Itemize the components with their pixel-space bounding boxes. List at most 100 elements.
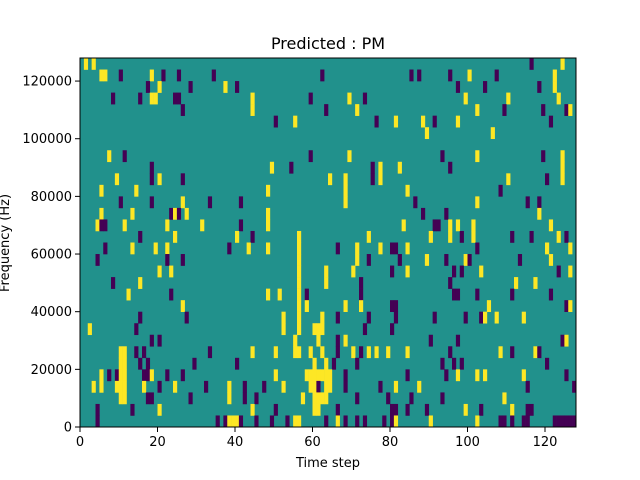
heatmap-cell	[428, 230, 433, 243]
heatmap-cell	[568, 300, 573, 312]
heatmap-cell	[165, 369, 170, 382]
heatmap-cell	[335, 334, 340, 347]
heatmap-cell	[510, 230, 515, 243]
heatmap-cell	[103, 219, 108, 232]
heatmap-cell	[564, 300, 569, 312]
heatmap-cell	[266, 219, 271, 232]
heatmap-cell	[390, 242, 395, 255]
heatmap-cells	[83, 58, 577, 428]
heatmap-cell	[324, 415, 329, 428]
heatmap-cell	[335, 415, 340, 428]
heatmap-cell	[525, 415, 530, 428]
heatmap-cell	[351, 265, 356, 278]
heatmap-cell	[463, 92, 468, 105]
heatmap-cell	[99, 207, 104, 220]
heatmap-cell	[560, 334, 565, 347]
heatmap-cell	[448, 69, 453, 82]
heatmap-cell	[343, 184, 348, 197]
heatmap-cell	[362, 92, 368, 105]
heatmap-cell	[479, 403, 484, 416]
heatmap-cell	[324, 265, 329, 278]
heatmap-cell	[122, 369, 127, 382]
heatmap-cell	[378, 380, 383, 393]
heatmap-cell	[91, 58, 96, 70]
heatmap-cell	[149, 173, 154, 186]
heatmap-cell	[572, 415, 577, 428]
plot-area	[79, 57, 577, 428]
heatmap-cell	[165, 242, 170, 255]
heatmap-cell	[355, 392, 360, 405]
heatmap-cell	[440, 150, 445, 163]
heatmap-cell	[572, 380, 577, 393]
heatmap-cell	[529, 230, 534, 243]
heatmap-cell	[157, 334, 162, 347]
heatmap-cell	[293, 115, 298, 128]
heatmap-cell	[316, 380, 321, 393]
heatmap-cell	[328, 369, 333, 382]
heatmap-cell	[324, 357, 329, 370]
heatmap-cell	[390, 265, 395, 278]
heatmap-cell	[533, 277, 538, 289]
heatmap-cell	[308, 150, 313, 163]
heatmap-cell	[262, 380, 267, 393]
heatmap-cell	[405, 184, 410, 197]
heatmap-cell	[297, 311, 302, 324]
heatmap-cell	[452, 357, 457, 370]
heatmap-cell	[502, 415, 507, 428]
heatmap-cell	[254, 392, 259, 405]
heatmap-cell	[281, 323, 286, 336]
heatmap-cell	[506, 92, 511, 105]
heatmap-cell	[138, 92, 143, 105]
x-tick-label: 100	[455, 435, 480, 450]
heatmap-cell	[552, 415, 557, 428]
heatmap-cell	[204, 380, 209, 393]
heatmap-cell	[552, 81, 557, 93]
heatmap-cell	[161, 69, 166, 82]
heatmap-cell	[498, 184, 503, 197]
heatmap-cell	[312, 357, 317, 370]
heatmap-cell	[556, 230, 561, 243]
heatmap-cell	[386, 346, 391, 359]
heatmap-cell	[463, 254, 468, 266]
heatmap-cell	[173, 92, 178, 105]
y-axis: 0 20000 40000 60000 80000 100000 120000	[22, 75, 80, 436]
heatmap-cell	[335, 311, 340, 324]
heatmap-cell	[145, 392, 151, 405]
heatmap-cell	[250, 104, 255, 116]
heatmap-cell	[312, 369, 317, 382]
heatmap-cell	[273, 403, 278, 416]
heatmap-cell	[316, 392, 321, 405]
heatmap-cell	[328, 380, 333, 393]
heatmap-cell	[401, 219, 406, 232]
heatmap-cell	[118, 380, 123, 393]
heatmap-cell	[475, 104, 480, 116]
heatmap-cell	[235, 81, 240, 93]
heatmap-cell	[366, 346, 371, 359]
heatmap-cell	[343, 415, 348, 428]
heatmap-cell	[114, 369, 120, 382]
heatmap-cell	[153, 242, 158, 255]
heatmap-cell	[424, 403, 430, 416]
heatmap-cell	[180, 300, 185, 312]
heatmap-cell	[452, 288, 457, 301]
heatmap-cell	[308, 380, 313, 393]
heatmap-cell	[312, 392, 317, 405]
heatmap-cell	[111, 92, 116, 105]
heatmap-cell	[455, 219, 461, 232]
y-tick-label: 100000	[22, 132, 72, 147]
heatmap-cell	[304, 369, 309, 382]
heatmap-cell	[405, 403, 410, 416]
heatmap-cell	[455, 288, 461, 301]
heatmap-cell	[483, 311, 488, 324]
heatmap-cell	[390, 323, 395, 336]
heatmap-cell	[455, 334, 461, 347]
heatmap-cell	[273, 369, 278, 382]
heatmap-cell	[432, 219, 437, 232]
heatmap-cell	[421, 115, 426, 128]
heatmap-cell	[471, 219, 476, 232]
heatmap-cell	[157, 380, 162, 393]
x-axis-label: Time step	[295, 456, 360, 471]
heatmap-cell	[83, 58, 89, 70]
heatmap-cell	[273, 115, 278, 128]
